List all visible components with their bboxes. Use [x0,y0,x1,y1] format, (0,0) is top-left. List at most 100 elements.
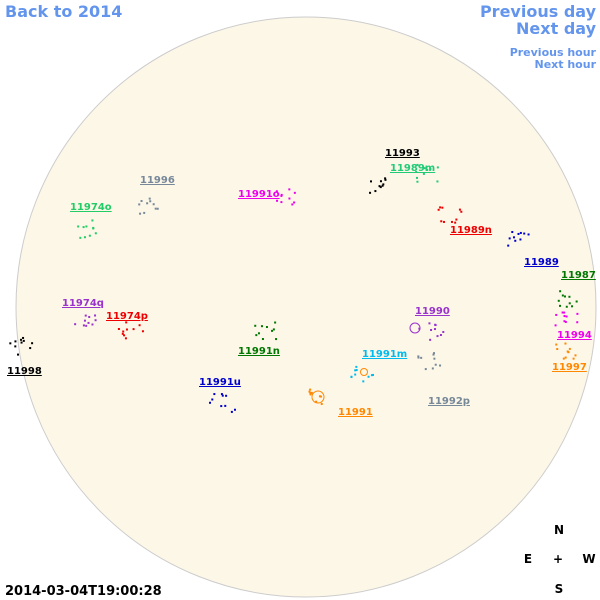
sunspot [424,368,427,371]
sunspot [360,368,368,376]
region-label[interactable]: 11991m [362,349,407,360]
sunspot [154,207,157,210]
region-label[interactable]: 11989m [390,163,435,174]
sunspot [417,355,420,358]
sunspot [94,319,97,322]
sunspot [209,401,212,404]
sunspot [514,239,517,242]
sunspot [384,177,387,180]
sunspot [436,166,439,169]
region-label[interactable]: 11987 [561,270,596,281]
sunspot [417,356,420,359]
region-label[interactable]: 11996 [140,175,175,186]
sunspot [82,324,85,327]
sunspot [508,237,511,240]
back-link[interactable]: Back to 2014 [5,2,122,21]
sunspot [123,334,126,337]
sunspot [566,350,569,353]
sunspot [436,335,439,338]
sunspot [309,393,312,396]
sunspot [370,180,373,183]
next-hour-link[interactable]: Next hour [535,58,597,71]
sunspot [556,348,559,351]
sunspot [280,194,283,197]
sunspot [374,190,377,193]
region-label[interactable]: 11997 [552,362,587,373]
sunspot [14,340,17,343]
sunspot [416,180,419,183]
previous-hour-link[interactable]: Previous hour [510,46,597,59]
sunspot [224,404,227,407]
sunspot [125,321,128,324]
sunspot [156,207,159,210]
sunspot [138,203,141,206]
sunspot [309,388,312,391]
sunspot [254,324,257,327]
sunspot [276,199,279,202]
sunspot [519,238,522,241]
sunspot [561,311,564,314]
sunspot [442,330,445,333]
sunspot [125,328,128,331]
sunspot [557,299,560,302]
sunspot [432,353,435,356]
sunspot [132,328,135,331]
region-label[interactable]: 11994 [557,330,592,341]
region-label[interactable]: 11993 [385,148,420,159]
sunspot [431,367,434,370]
region-label[interactable]: 11974o [70,202,112,213]
sunspot [280,193,283,196]
sunspot [29,347,32,350]
region-label[interactable]: 11974p [106,311,148,322]
sunspot [121,332,124,335]
sunspot [255,334,258,337]
sunspot [355,369,358,372]
sunspot [275,338,278,341]
previous-day-link[interactable]: Previous day [480,2,597,21]
region-label[interactable]: 11991n [238,346,280,357]
region-label[interactable]: 11991o [238,189,280,200]
region-label[interactable]: 11991 [338,407,373,418]
sunspot [428,322,431,325]
sunspot [512,236,515,239]
sunspot [563,295,566,298]
sunspot [434,324,437,327]
region-label[interactable]: 11989n [450,225,492,236]
sunspot [22,339,25,342]
region-label[interactable]: 11998 [7,366,42,377]
compass-n: N [554,523,564,537]
sunspot [559,290,562,293]
sunspot [265,326,268,329]
region-label[interactable]: 11990 [415,306,450,317]
region-label[interactable]: 11989 [524,257,559,268]
compass-center: + [553,552,563,566]
sunspot [439,333,442,336]
sunspot [220,405,223,408]
region-label[interactable]: 11974q [62,298,104,309]
region-label[interactable]: 11991u [199,377,241,388]
sunspot [9,342,12,345]
sunspot [14,345,17,348]
sunspot [320,402,323,405]
solar-disk [15,16,597,598]
sunspot [568,302,571,305]
next-day-link[interactable]: Next day [516,19,597,38]
sunspot [31,342,34,345]
sunspot [293,191,296,194]
sunspot [74,323,77,326]
compass-s: S [555,582,564,596]
sunspot [220,393,223,396]
sunspot [288,188,291,191]
sunspot [418,327,421,330]
region-label[interactable]: 11992p [428,396,470,407]
sunspot [91,219,94,222]
sunspot [85,225,88,228]
sunspot [354,369,357,372]
sunspot [88,315,91,318]
sunspot [433,328,436,331]
sunspot [291,203,294,206]
sunspot [422,172,425,175]
sunspot [311,390,325,404]
sunspot [568,295,571,298]
